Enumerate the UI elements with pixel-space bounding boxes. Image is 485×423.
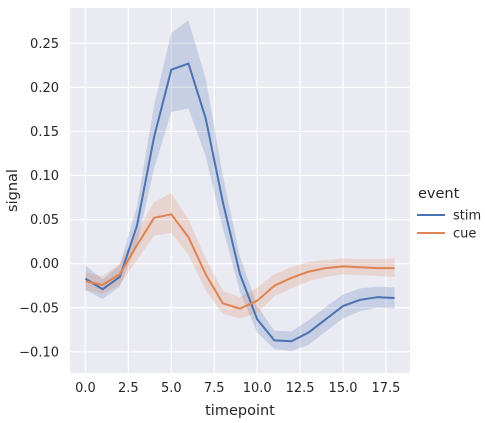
legend-title: event [418,186,460,202]
x-tick-label: 0.0 [75,381,96,396]
plot-background [70,8,410,373]
x-tick-label: 2.5 [118,381,139,396]
y-tick-label: 0.20 [30,81,59,96]
y-tick-labels: −0.10 −0.05 0.00 0.05 0.10 0.15 0.20 0.25 [19,37,59,361]
x-tick-labels: 0.0 2.5 5.0 7.5 10.0 12.5 15.0 17.5 [75,381,400,396]
series-line-cue [85,213,395,310]
x-tick-label: 15.0 [329,381,358,396]
y-axis-label: signal [5,169,21,212]
series-line-stim [84,62,395,343]
y-tick-label: 0.00 [30,257,59,272]
x-tick-label: 17.5 [371,381,400,396]
x-tick-label: 10.0 [243,381,272,396]
legend: event stim cue [417,186,481,242]
legend-label-stim: stim [453,209,481,224]
confidence-band-cue [85,193,395,319]
y-tick-label: −0.05 [19,301,59,316]
legend-label-cue: cue [453,227,476,242]
y-tick-label: −0.10 [19,345,59,360]
y-tick-label: 0.15 [30,125,59,140]
x-tick-label: 12.5 [286,381,315,396]
y-tick-label: 0.10 [30,169,59,184]
y-tick-label: 0.05 [30,213,59,228]
y-tick-label: 0.25 [30,37,59,52]
series-lines [84,62,395,343]
x-tick-label: 7.5 [204,381,225,396]
x-tick-label: 5.0 [161,381,182,396]
x-axis-label: timepoint [205,403,275,419]
